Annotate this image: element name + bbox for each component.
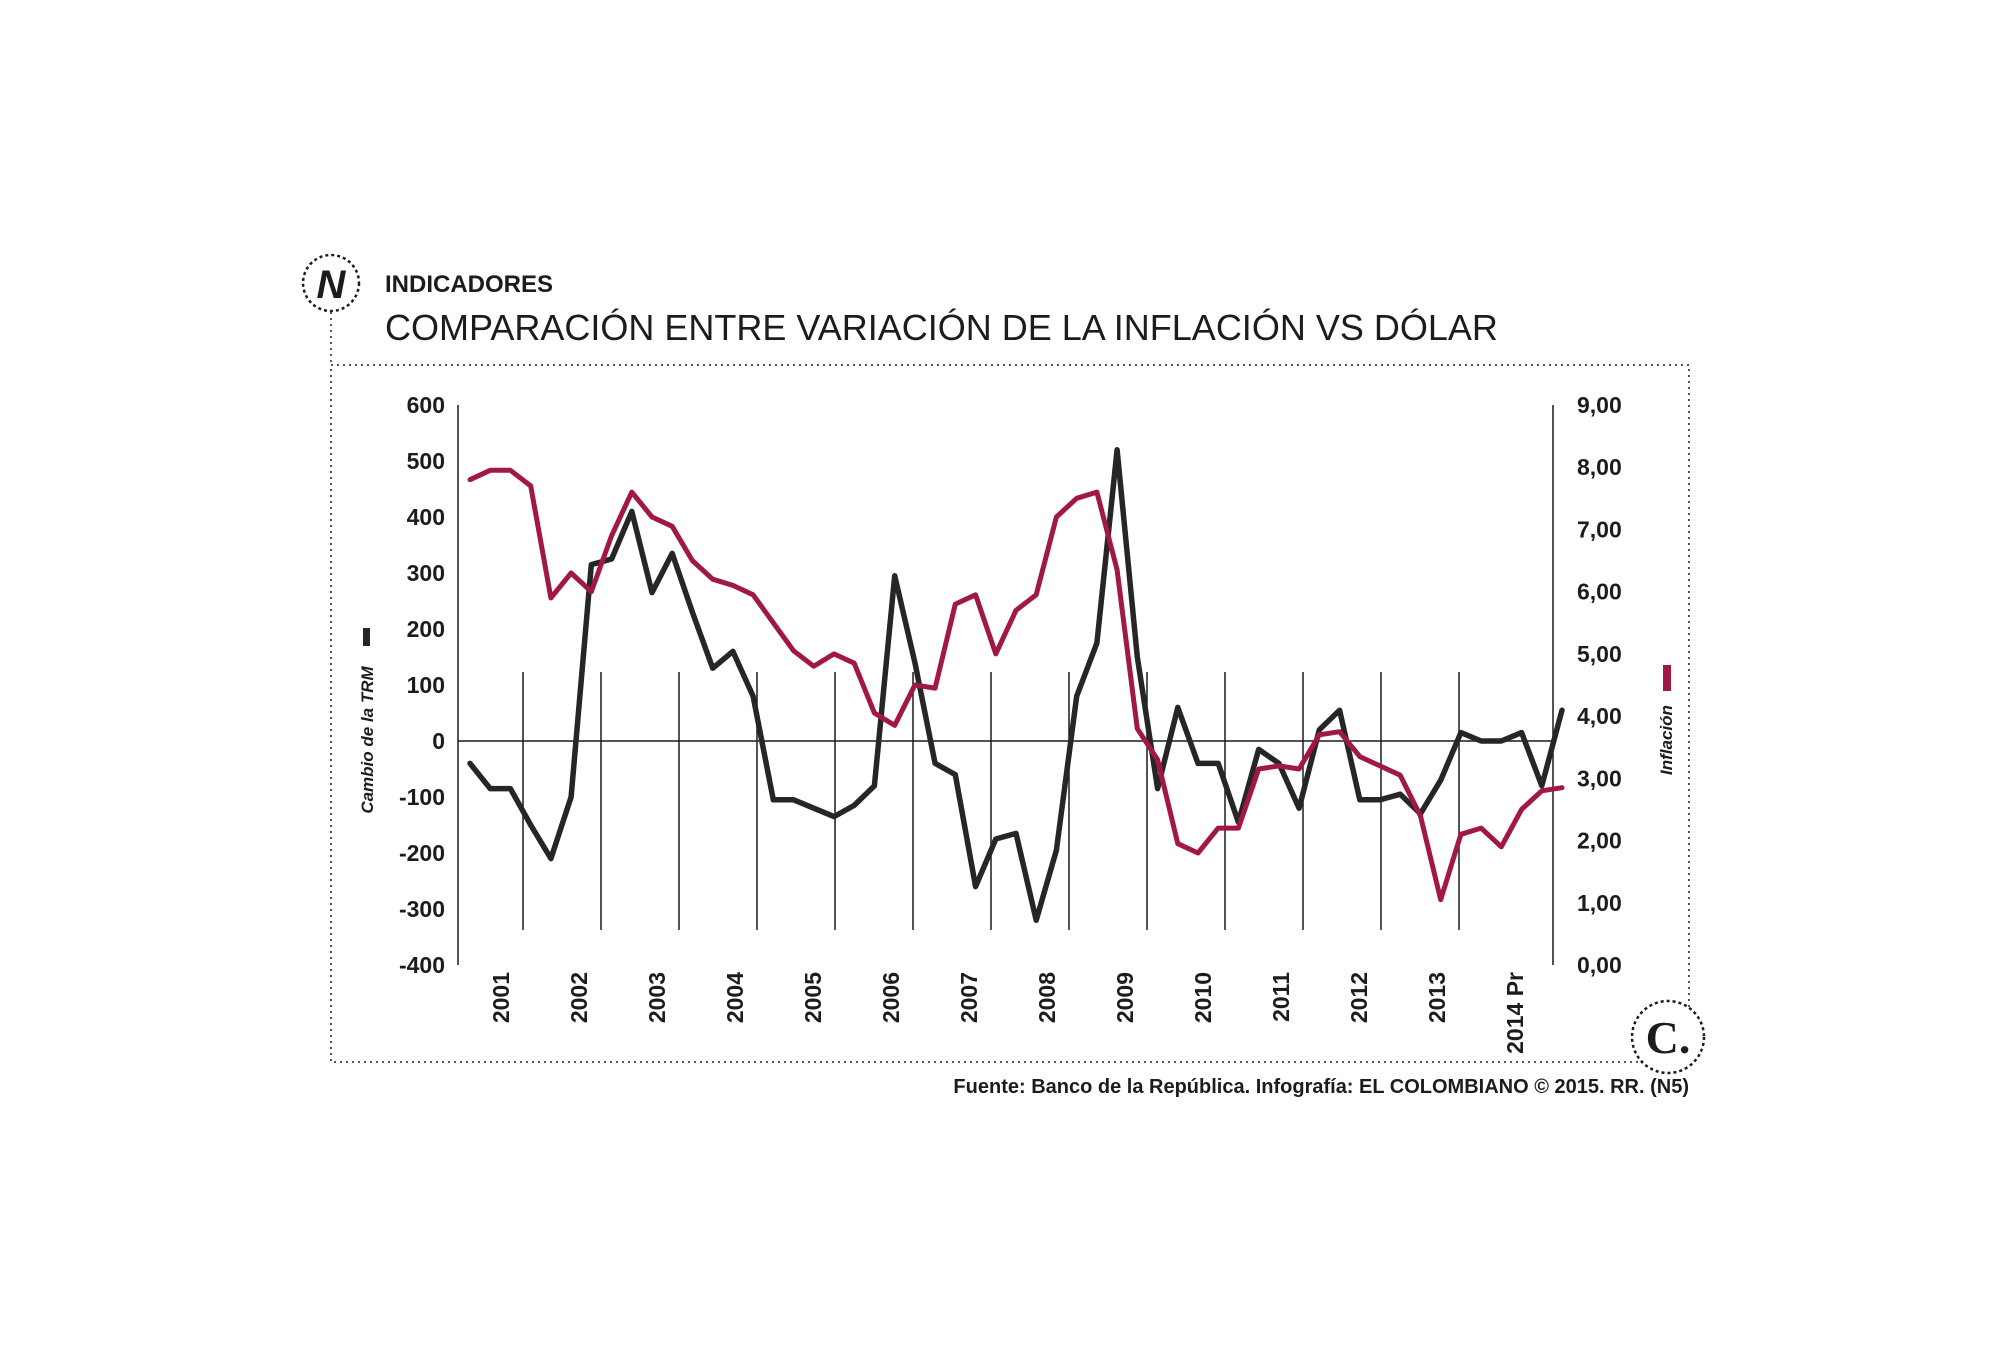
- y-axis-left-title: Cambio de la TRM: [358, 628, 377, 814]
- x-tick-label: 2012: [1346, 972, 1372, 1023]
- y-axis-left-ticks: 600 500 400 300 200 100 0 -100 -200 -300 -400: [399, 392, 445, 978]
- y-left-tick-label: 100: [407, 672, 445, 698]
- y-left-tick-label: -100: [399, 784, 445, 810]
- y-left-tick-label: -400: [399, 952, 445, 978]
- header: N INDICADORES COMPARACIÓN ENTRE VARIACIÓ…: [301, 253, 1498, 365]
- trm-legend-swatch: [363, 628, 370, 646]
- y-left-tick-label: 200: [407, 616, 445, 642]
- y-right-tick-label: 1,00: [1577, 890, 1622, 916]
- x-tick-label: 2010: [1190, 972, 1216, 1023]
- y-right-tick-label: 5,00: [1577, 641, 1622, 667]
- x-tick-label: 2009: [1112, 972, 1138, 1023]
- y-left-tick-label: 400: [407, 504, 445, 530]
- x-tick-label: 2014 Pr: [1502, 972, 1528, 1054]
- y-left-tick-label: 600: [407, 392, 445, 418]
- x-tick-label: 2007: [956, 972, 982, 1023]
- inflation-series-line: [467, 467, 1565, 903]
- series-layer: [467, 447, 1565, 923]
- x-axis-ticks: 2001 2002 2003 2004 2005 2006 2007 2008 2009 2010…: [488, 972, 1528, 1054]
- x-tick-label: 2002: [566, 972, 592, 1023]
- year-separators: [522, 672, 1460, 930]
- y-axis-right-ticks: 9,00 8,00 7,00 6,00 5,00 4,00 3,00 2,00 1,00 0,00: [1577, 392, 1622, 978]
- y-right-tick-label: 6,00: [1577, 579, 1622, 605]
- x-tick-label: 2005: [800, 972, 826, 1023]
- y-right-tick-label: 8,00: [1577, 454, 1622, 480]
- n-logo-icon: [301, 253, 361, 313]
- y-right-tick-label: 4,00: [1577, 703, 1622, 729]
- y-right-tick-label: 7,00: [1577, 516, 1622, 542]
- source-note: Fuente: Banco de la República. Infografí…: [953, 1076, 1689, 1098]
- x-tick-label: 2006: [878, 972, 904, 1023]
- y-left-tick-label: 300: [407, 560, 445, 586]
- x-tick-label: 2013: [1424, 972, 1450, 1023]
- y-left-tick-label: 0: [432, 728, 445, 754]
- x-tick-label: 2008: [1034, 972, 1060, 1023]
- y-axis-left-label: Cambio de la TRM: [358, 665, 377, 813]
- inflation-legend-swatch: [1663, 665, 1671, 691]
- y-left-tick-label: -200: [399, 840, 445, 866]
- x-tick-label: 2001: [488, 972, 514, 1023]
- x-tick-label: 2004: [722, 972, 748, 1023]
- chart-frame: [330, 364, 1690, 1063]
- y-right-tick-label: 9,00: [1577, 392, 1622, 418]
- y-left-tick-label: -300: [399, 896, 445, 922]
- y-left-tick-label: 500: [407, 448, 445, 474]
- y-right-tick-label: 0,00: [1577, 952, 1622, 978]
- y-right-tick-label: 3,00: [1577, 765, 1622, 791]
- y-axis-right-label: Inflación: [1657, 705, 1676, 775]
- x-tick-label: 2003: [644, 972, 670, 1023]
- plot-area: [457, 405, 1554, 965]
- brand-mark: C.: [1630, 999, 1706, 1075]
- brand-mark-letter: C.: [1646, 1012, 1691, 1063]
- chart-title: COMPARACIÓN ENTRE VARIACIÓN DE LA INFLAC…: [385, 307, 1498, 348]
- x-tick-label: 2011: [1268, 972, 1294, 1022]
- y-axis-right-title: Inflación: [1657, 665, 1676, 775]
- trm-change-series-line: [467, 447, 1565, 923]
- kicker-label: INDICADORES: [385, 271, 553, 298]
- y-right-tick-label: 2,00: [1577, 828, 1622, 854]
- el-colombiano-logo-icon: [1630, 999, 1706, 1075]
- n-logo-letter: N: [317, 263, 347, 307]
